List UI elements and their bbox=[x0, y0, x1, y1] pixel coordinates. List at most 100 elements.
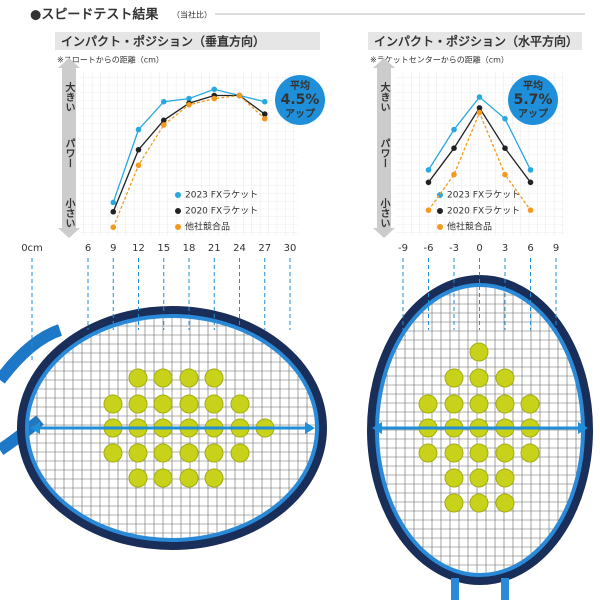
point bbox=[160, 98, 167, 105]
y-axis-label: パワー bbox=[378, 138, 390, 168]
ball bbox=[128, 468, 148, 488]
racket-shaft bbox=[451, 578, 509, 600]
ball bbox=[153, 443, 173, 463]
ball bbox=[444, 443, 464, 463]
point bbox=[527, 207, 534, 213]
ball bbox=[103, 443, 123, 463]
ball bbox=[128, 443, 148, 463]
x-tick-label: 9 bbox=[553, 243, 559, 254]
point bbox=[502, 115, 508, 122]
point bbox=[527, 167, 534, 173]
point bbox=[476, 109, 483, 116]
title-bar bbox=[55, 32, 320, 50]
legend-swatch bbox=[175, 224, 181, 230]
ball bbox=[153, 394, 173, 414]
point bbox=[110, 208, 117, 215]
x-tick-label: 21 bbox=[208, 243, 221, 254]
title-bar bbox=[368, 32, 582, 50]
ball bbox=[230, 443, 250, 463]
badge-text: アップ bbox=[518, 107, 549, 120]
legend-swatch bbox=[175, 208, 181, 214]
point bbox=[527, 179, 534, 186]
badge-text: 5.7% bbox=[514, 92, 553, 108]
ball bbox=[230, 394, 250, 414]
legend-swatch bbox=[437, 224, 443, 230]
point bbox=[186, 102, 192, 108]
ball bbox=[153, 368, 173, 388]
point bbox=[160, 122, 167, 128]
ball bbox=[153, 468, 173, 488]
x-tick-label: 3 bbox=[502, 243, 508, 254]
point bbox=[135, 146, 142, 153]
point bbox=[425, 207, 432, 213]
legend-label: 他社競合品 bbox=[447, 221, 492, 233]
ball bbox=[179, 394, 199, 414]
x-origin-label: 0cm bbox=[21, 243, 43, 254]
ball bbox=[418, 394, 438, 414]
ball bbox=[495, 443, 515, 463]
header-note: （当社比） bbox=[172, 10, 212, 20]
legend-label: 他社競合品 bbox=[185, 221, 230, 233]
ball bbox=[495, 468, 515, 488]
point bbox=[211, 86, 218, 93]
ball bbox=[444, 493, 464, 513]
x-tick-label: 30 bbox=[284, 243, 297, 254]
point bbox=[110, 224, 117, 231]
point bbox=[451, 126, 457, 133]
ball bbox=[418, 443, 438, 463]
point bbox=[502, 171, 508, 178]
ball bbox=[179, 443, 199, 463]
x-tick-label: -6 bbox=[424, 243, 434, 254]
point bbox=[110, 199, 117, 206]
point bbox=[502, 145, 508, 151]
ball bbox=[520, 443, 540, 463]
ball bbox=[469, 342, 489, 362]
y-axis-arrow bbox=[373, 58, 395, 238]
x-tick-label: 6 bbox=[527, 243, 533, 254]
x-tick-label: -3 bbox=[449, 243, 459, 254]
y-axis-low: 小さい bbox=[378, 197, 391, 228]
badge bbox=[275, 75, 325, 125]
ball bbox=[204, 394, 224, 414]
point bbox=[160, 117, 167, 124]
legend-label: 2023 FXラケット bbox=[185, 190, 258, 201]
x-tick-label: 6 bbox=[85, 243, 91, 254]
legend-label: 2020 FXラケット bbox=[447, 206, 520, 217]
point bbox=[261, 111, 268, 117]
legend-swatch bbox=[437, 208, 443, 214]
x-tick-label: 12 bbox=[132, 243, 145, 254]
ball bbox=[444, 468, 464, 488]
y-axis-high: 大きい bbox=[378, 81, 390, 112]
y-axis-label: パワー bbox=[63, 138, 75, 168]
ball bbox=[495, 394, 515, 414]
chart-subtitle: ※スロートからの距離（cm） bbox=[57, 55, 164, 65]
badge-text: 4.5% bbox=[281, 92, 320, 108]
ball bbox=[469, 468, 489, 488]
point bbox=[476, 94, 483, 100]
ball bbox=[495, 368, 515, 388]
racket-frame bbox=[17, 306, 327, 550]
header-title: ●スピードテスト結果 bbox=[30, 7, 158, 23]
x-tick-label: -9 bbox=[398, 243, 408, 254]
x-tick-label: 18 bbox=[183, 243, 196, 254]
y-axis-high: 大きい bbox=[63, 81, 75, 112]
point bbox=[425, 167, 432, 173]
ball bbox=[128, 394, 148, 414]
point bbox=[451, 145, 457, 151]
point bbox=[236, 92, 243, 99]
ball bbox=[520, 394, 540, 414]
point bbox=[425, 179, 432, 186]
point bbox=[476, 105, 483, 111]
badge-text: アップ bbox=[285, 107, 316, 120]
chart-title: インパクト・ポジション（垂直方向） bbox=[61, 34, 265, 49]
ball bbox=[204, 368, 224, 388]
badge-text: 平均 bbox=[523, 79, 543, 92]
point bbox=[451, 171, 457, 178]
chart-title: インパクト・ポジション（水平方向） bbox=[374, 34, 578, 49]
ball bbox=[444, 394, 464, 414]
point bbox=[135, 162, 142, 169]
point bbox=[186, 95, 192, 102]
ball bbox=[469, 368, 489, 388]
badge bbox=[508, 75, 558, 125]
